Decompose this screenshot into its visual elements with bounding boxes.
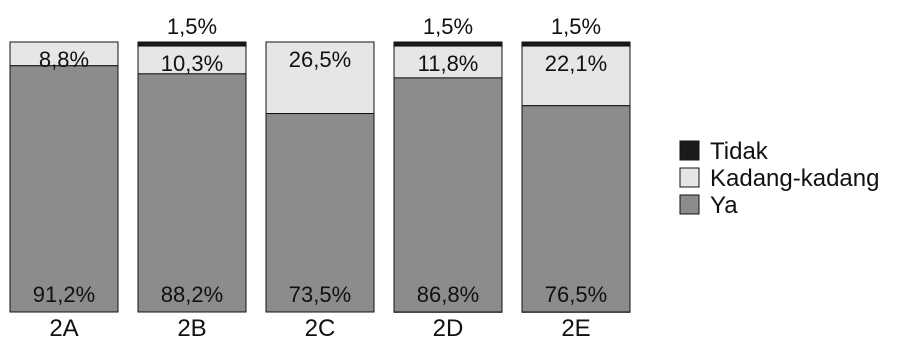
bar-segment-ya-2e (521, 105, 631, 313)
data-label-kadang-kadang-2b: 10,3% (161, 51, 223, 76)
data-label-ya-2d: 86,8% (417, 282, 479, 307)
data-label-tidak-2d: 1,5% (423, 14, 473, 39)
data-label-kadang-kadang-2a: 8,8% (39, 47, 89, 72)
data-label-tidak-2e: 1,5% (551, 14, 601, 39)
category-label-2d: 2D (433, 315, 464, 341)
data-label-kadang-kadang-2e: 22,1% (545, 51, 607, 76)
category-label-2e: 2E (561, 315, 590, 341)
data-label-ya-2b: 88,2% (161, 282, 223, 307)
bar-segment-tidak-2d (393, 41, 503, 47)
bar-outline-2c (265, 41, 375, 313)
legend-swatch-kadang-kadang (679, 167, 700, 188)
bar-segment-ya-2a (9, 65, 119, 313)
category-label-2b: 2B (177, 315, 206, 341)
bar-segment-ya-2b (137, 73, 247, 313)
bar-outline-2e (521, 41, 631, 313)
bar-segment-ya-2d (393, 77, 503, 313)
legend-label-kadang-kadang: Kadang-kadang (710, 165, 879, 192)
legend-label-ya: Ya (710, 192, 738, 219)
bar-segment-kadang-kadang-2b (137, 45, 247, 75)
legend-label-tidak: Tidak (710, 138, 769, 165)
data-label-ya-2c: 73,5% (289, 282, 351, 307)
bar-outline-2b (137, 41, 247, 313)
legend-swatch-ya (679, 194, 700, 215)
bar-outline-2d (393, 41, 503, 313)
data-label-ya-2e: 76,5% (545, 282, 607, 307)
data-label-ya-2a: 91,2% (33, 282, 95, 307)
category-label-2a: 2A (49, 315, 78, 341)
data-label-kadang-kadang-2c: 26,5% (289, 47, 351, 72)
legend-swatch-tidak (679, 140, 700, 161)
bar-segment-tidak-2e (521, 41, 631, 47)
bars-layer (9, 41, 631, 313)
data-label-tidak-2b: 1,5% (167, 14, 217, 39)
category-label-2c: 2C (305, 315, 336, 341)
labels-layer: 8,8% 91,2% 2A 1,5% 10,3% 88,2% 2B 26,5% 73,5% 2C 1… (33, 14, 607, 342)
data-label-kadang-kadang-2d: 11,8% (418, 51, 479, 76)
bar-outline-2a (9, 41, 119, 313)
bar-segment-tidak-2b (137, 41, 247, 47)
